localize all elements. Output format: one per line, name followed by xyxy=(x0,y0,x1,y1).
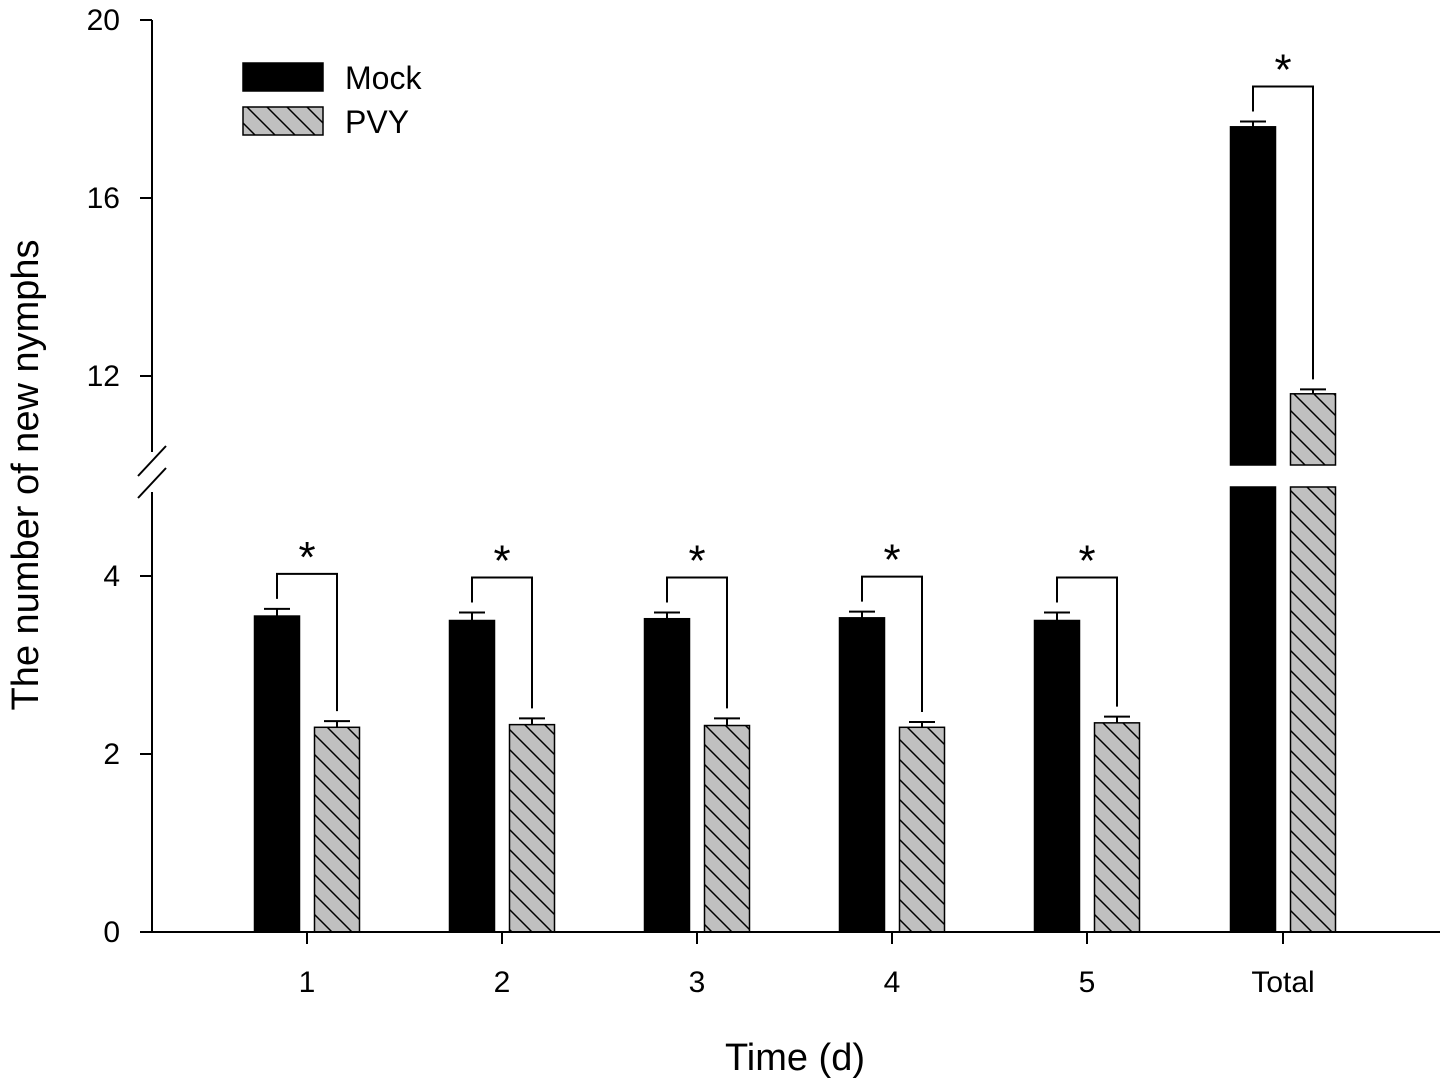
y-tick-label-20: 20 xyxy=(87,4,120,37)
bar-mock-3 xyxy=(643,617,691,933)
bar-mock-total-lower xyxy=(1229,486,1277,933)
significance-bracket-4 xyxy=(861,575,923,712)
bar-mock-2 xyxy=(448,619,496,933)
bar-pvy-1 xyxy=(313,726,361,933)
legend-swatch-pvy xyxy=(242,106,324,136)
bar-mock-total-upper xyxy=(1229,126,1277,466)
significance-bracket-2 xyxy=(471,576,533,709)
significance-bracket-total xyxy=(1252,85,1314,380)
significance-bracket-3 xyxy=(666,576,728,709)
bar-pvy-3 xyxy=(703,724,751,933)
significance-bracket-1 xyxy=(276,572,338,712)
x-tick-label-4: 4 xyxy=(884,966,901,999)
bar-pvy-4 xyxy=(898,726,946,933)
axis-break-mark-lower xyxy=(137,467,167,499)
significance-marker-1: * xyxy=(298,533,315,582)
bar-pvy-total-upper xyxy=(1289,393,1337,466)
significance-marker-3: * xyxy=(688,536,705,585)
significance-marker-4: * xyxy=(883,536,900,585)
bar-mock-1 xyxy=(253,615,301,933)
y-tick-label-2: 2 xyxy=(103,738,120,771)
significance-marker-5: * xyxy=(1078,536,1095,585)
y-tick-label-16: 16 xyxy=(87,182,120,215)
legend-swatch-mock xyxy=(242,62,324,92)
bar-pvy-2 xyxy=(508,723,556,933)
y-axis-title: The number of new nymphs xyxy=(5,239,47,710)
axis-break-mark-upper xyxy=(137,445,167,477)
legend-label-pvy: PVY xyxy=(345,104,409,140)
x-tick-label-total: Total xyxy=(1251,966,1314,999)
x-axis-title: Time (d) xyxy=(725,1037,865,1079)
x-tick-label-1: 1 xyxy=(299,966,316,999)
bar-mock-5 xyxy=(1033,619,1081,933)
y-tick-label-12: 12 xyxy=(87,360,120,393)
y-tick-label-4: 4 xyxy=(103,560,120,593)
bar-mock-4 xyxy=(838,617,886,933)
legend-label-mock: Mock xyxy=(345,60,422,96)
x-tick-label-3: 3 xyxy=(689,966,706,999)
significance-bracket-5 xyxy=(1056,576,1118,707)
bar-pvy-5 xyxy=(1093,722,1141,933)
significance-marker-2: * xyxy=(493,536,510,585)
significance-marker-total: * xyxy=(1274,45,1291,94)
x-tick-label-2: 2 xyxy=(494,966,511,999)
bar-pvy-total-lower xyxy=(1289,486,1337,933)
x-tick-label-5: 5 xyxy=(1079,966,1096,999)
y-tick-label-0: 0 xyxy=(103,916,120,949)
